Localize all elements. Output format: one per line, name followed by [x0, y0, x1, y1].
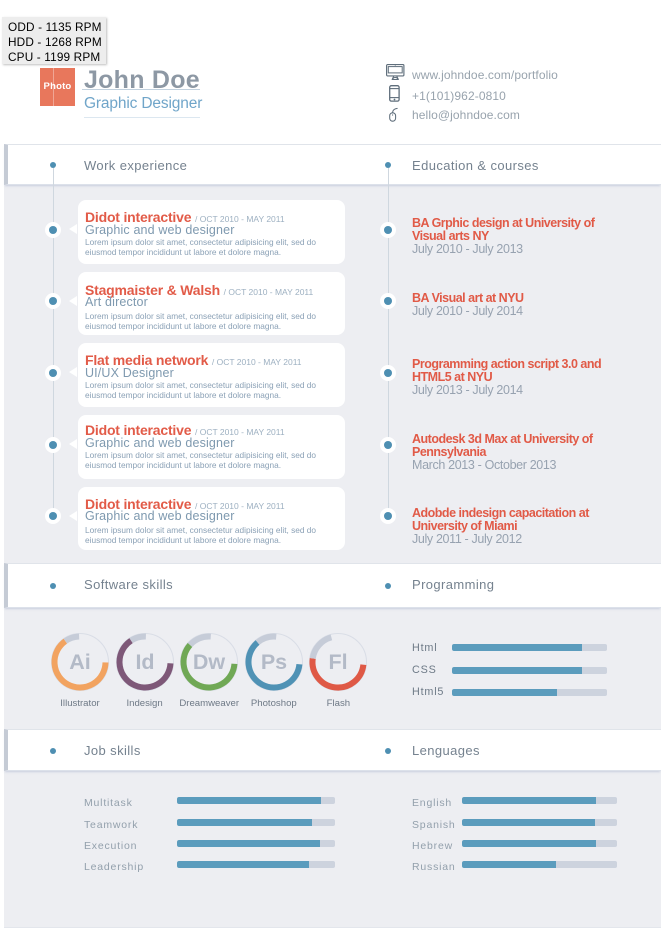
svg-text:Dw: Dw	[193, 650, 226, 674]
svg-text:Ps: Ps	[261, 650, 287, 674]
svg-text:Id: Id	[135, 650, 154, 674]
svg-text:Ai: Ai	[69, 650, 91, 674]
svg-text:Fl: Fl	[329, 650, 348, 674]
